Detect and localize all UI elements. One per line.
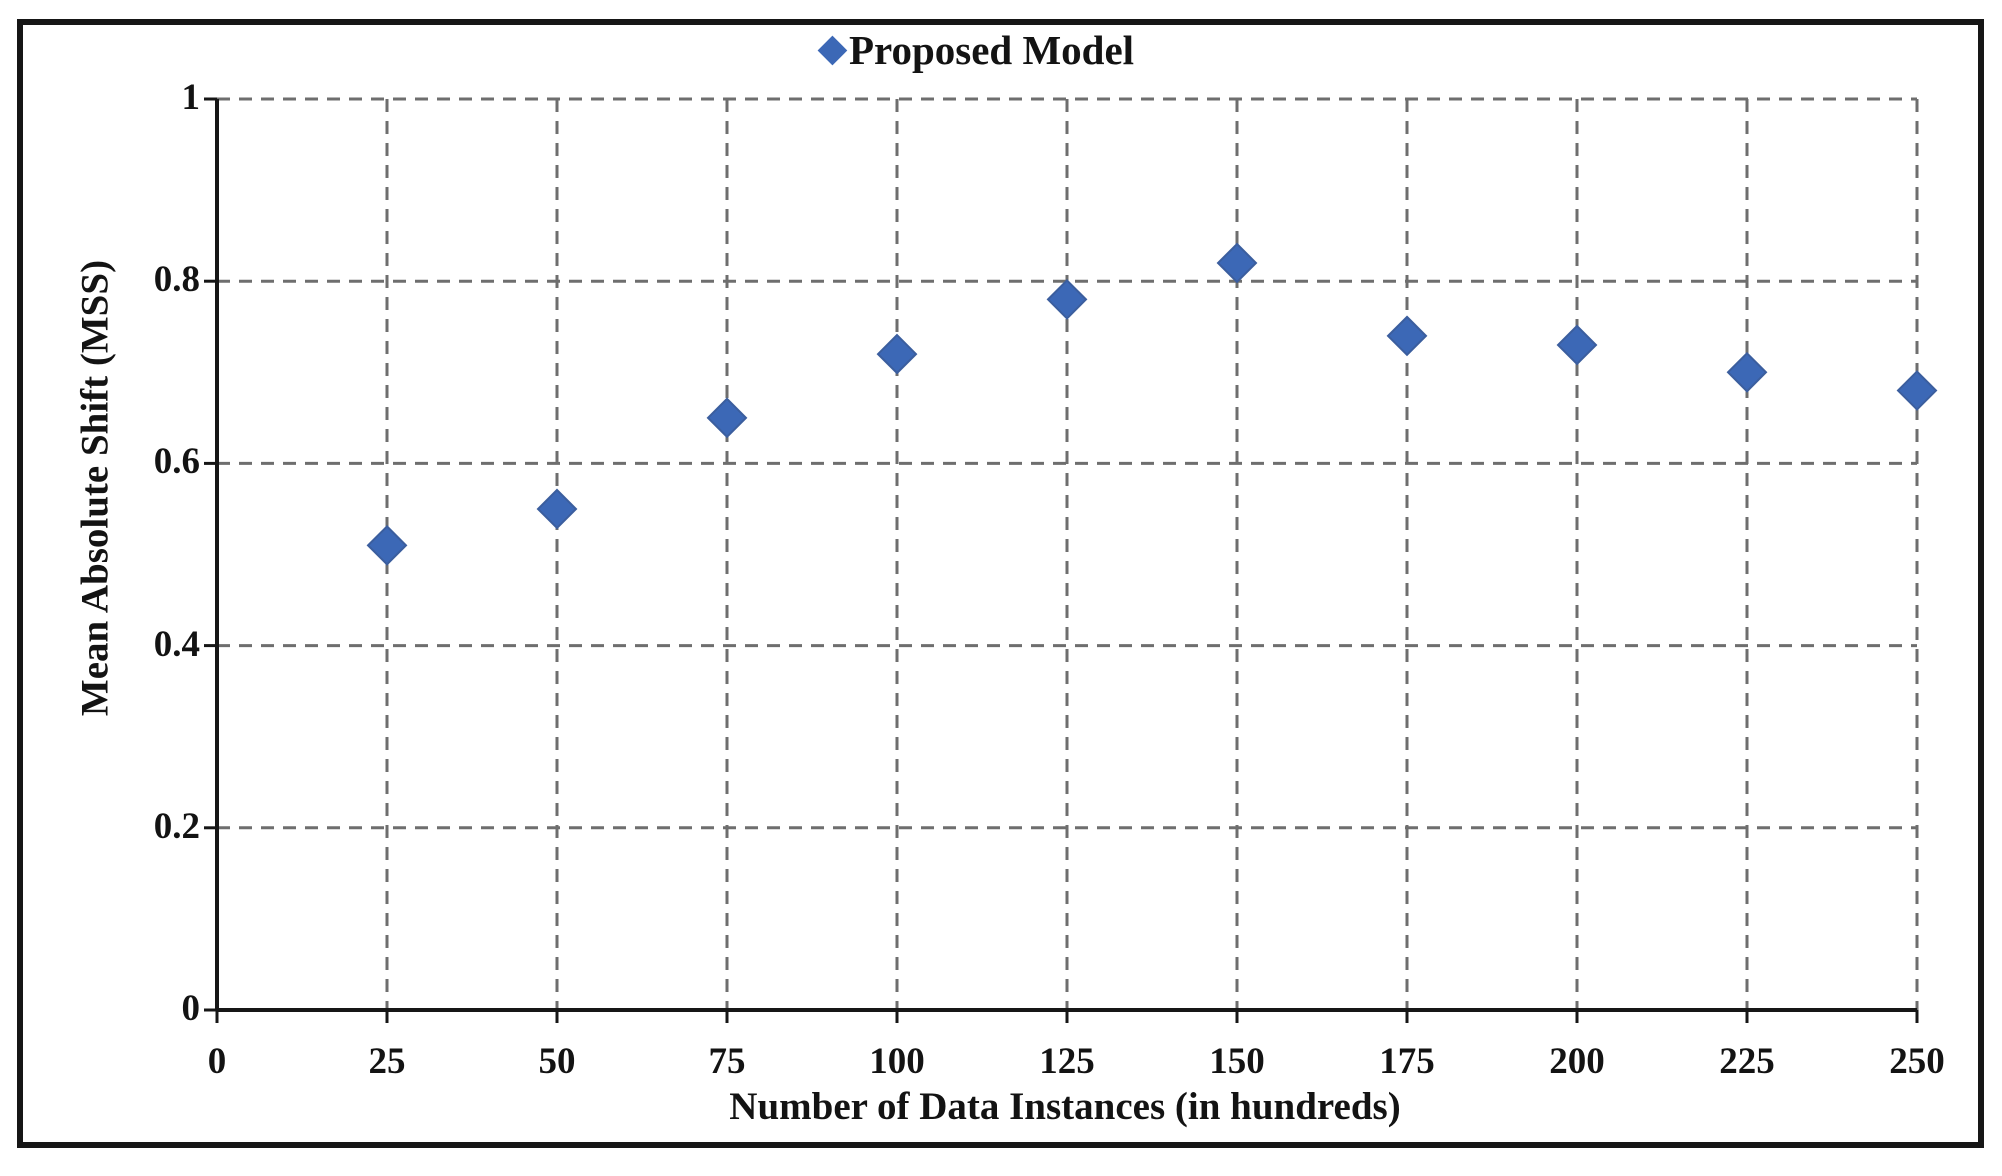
data-point-diamond — [1386, 315, 1428, 357]
data-point-diamond — [1726, 351, 1768, 393]
data-point-diamond — [1046, 279, 1088, 320]
data-point-diamond — [1216, 242, 1258, 284]
legend: Proposed Model — [817, 27, 1135, 73]
data-point-diamond — [1896, 370, 1938, 411]
legend-series-label: Proposed Model — [848, 27, 1135, 73]
data-point-diamond — [706, 397, 748, 439]
data-point-diamond — [366, 524, 408, 566]
x-axis-title: Number of Data Instances (in hundreds) — [729, 1085, 1401, 1128]
data-point-diamond — [1556, 324, 1598, 366]
figure-border — [17, 19, 1984, 1148]
y-axis-title: Mean Absolute Shift (MSS) — [73, 259, 117, 717]
data-point-diamond — [876, 333, 918, 375]
diamond-icon — [817, 35, 848, 66]
data-point-diamond — [536, 488, 578, 530]
